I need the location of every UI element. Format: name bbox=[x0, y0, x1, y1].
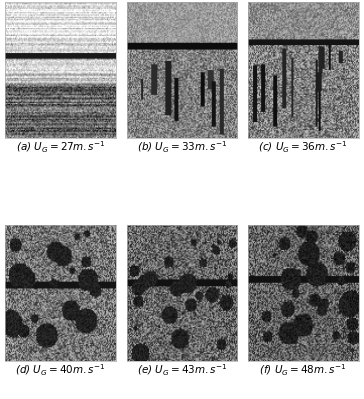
Text: (c) $U_G = 36m.s^{-1}$: (c) $U_G = 36m.s^{-1}$ bbox=[258, 140, 348, 155]
Text: (f) $U_G = 48m.s^{-1}$: (f) $U_G = 48m.s^{-1}$ bbox=[260, 363, 347, 379]
Text: (d) $U_G = 40m.s^{-1}$: (d) $U_G = 40m.s^{-1}$ bbox=[15, 363, 106, 379]
Text: (a) $U_G = 27m.s^{-1}$: (a) $U_G = 27m.s^{-1}$ bbox=[16, 140, 106, 155]
Text: (e) $U_G = 43m.s^{-1}$: (e) $U_G = 43m.s^{-1}$ bbox=[137, 363, 227, 379]
Text: (b) $U_G = 33m.s^{-1}$: (b) $U_G = 33m.s^{-1}$ bbox=[136, 140, 228, 155]
